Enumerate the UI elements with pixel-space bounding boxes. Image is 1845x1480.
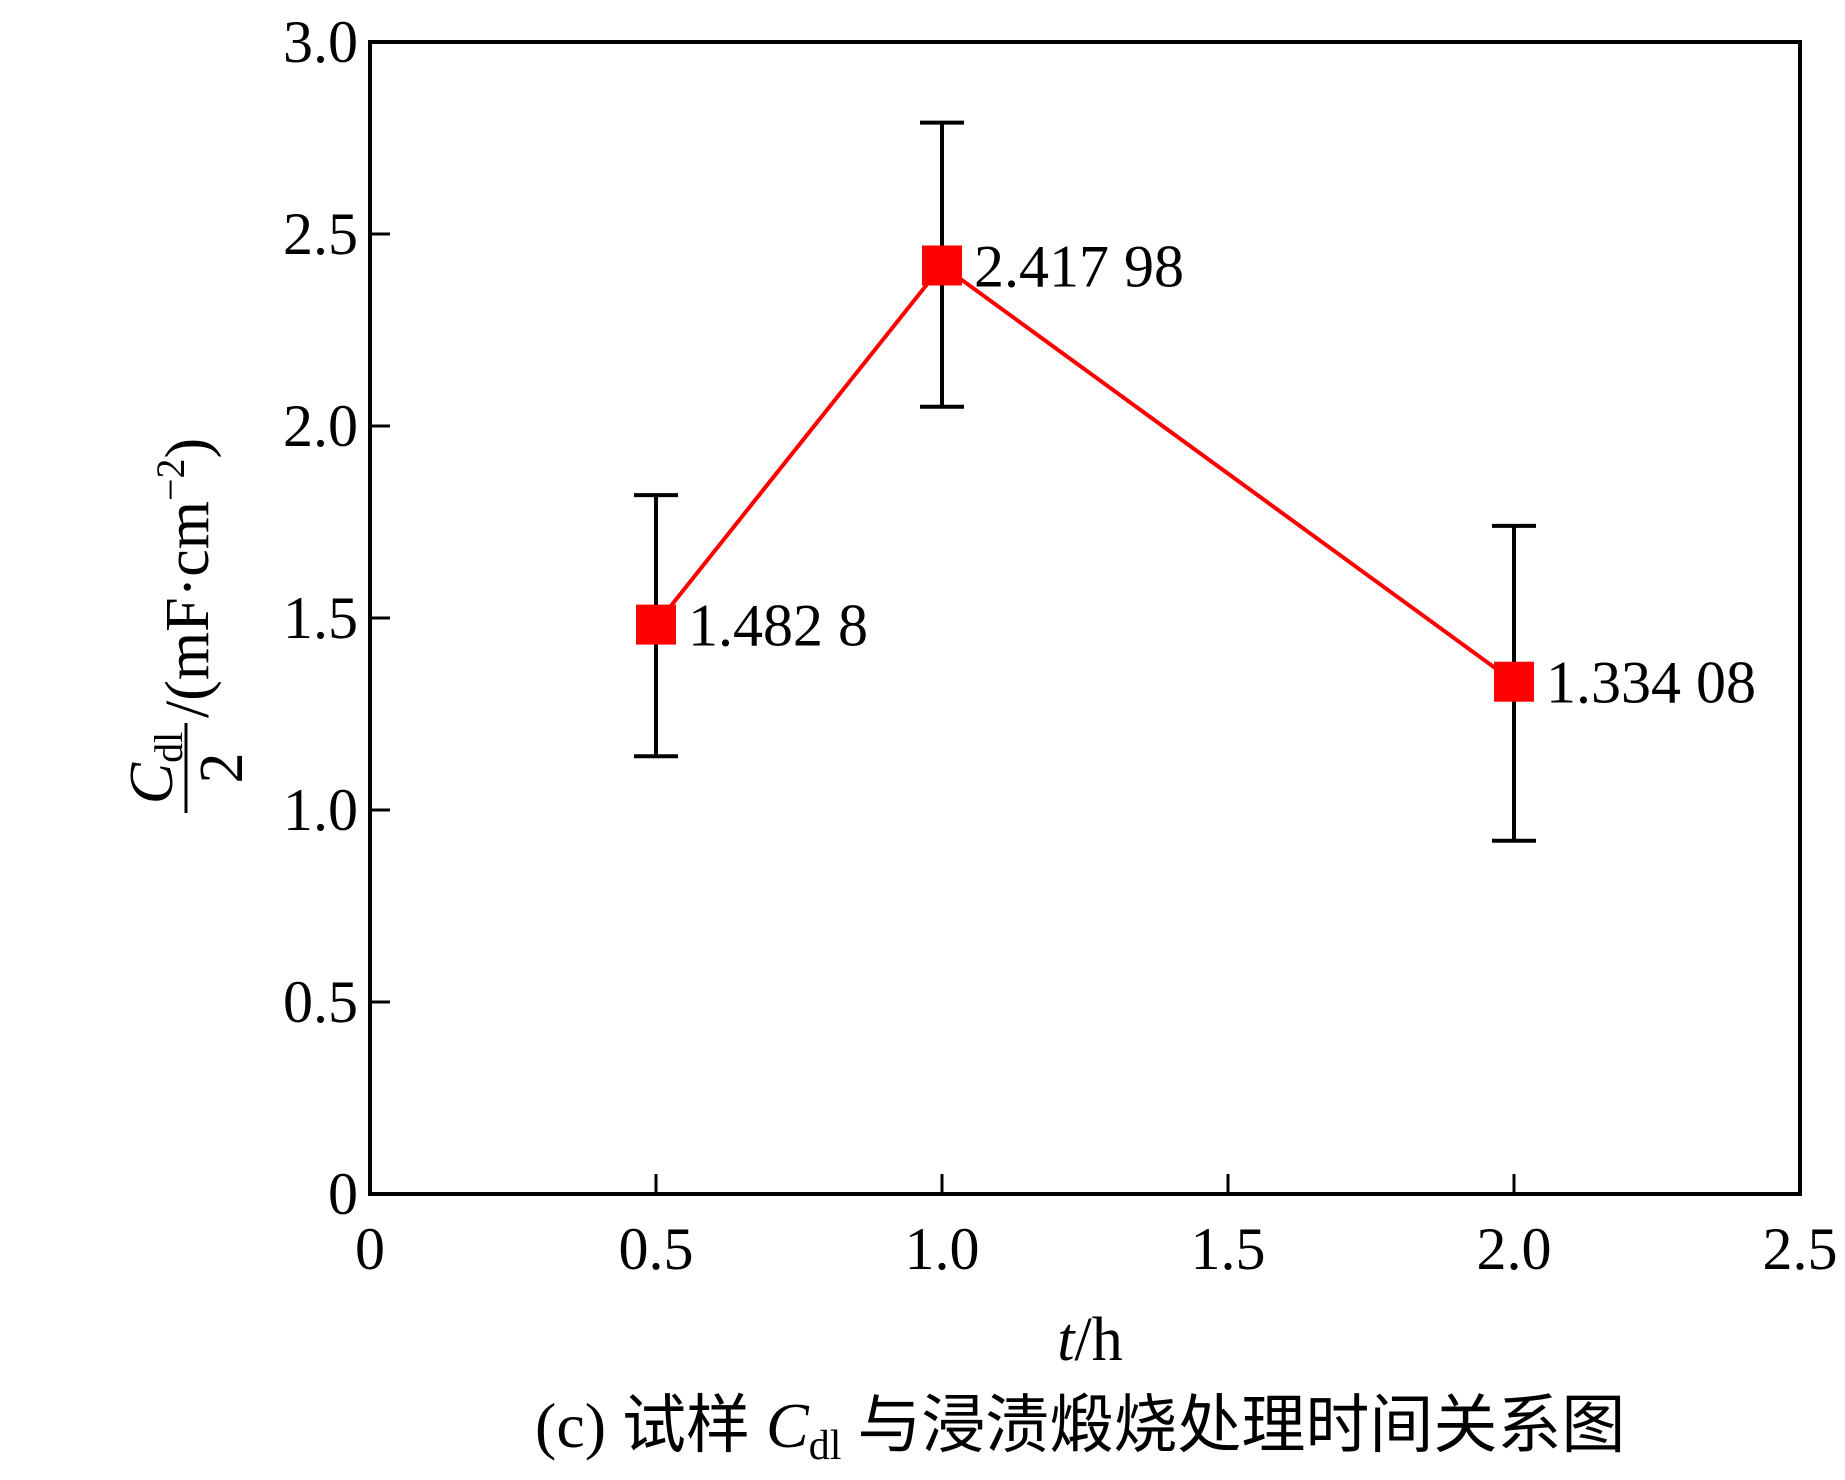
y-axis-numerator-main: C	[118, 762, 186, 804]
y-axis-unit-prefix: /(mF·cm	[154, 501, 222, 718]
x-tick-label: 1.0	[905, 1216, 980, 1282]
data-label: 1.482 8	[688, 593, 868, 659]
x-tick-label: 2.5	[1763, 1216, 1838, 1282]
data-point-marker	[1494, 661, 1534, 702]
x-tick-label: 1.5	[1191, 1216, 1266, 1282]
y-tick-label: 1.5	[283, 585, 358, 651]
series-layer: 1.482 8 2.417 98 1.334 08	[634, 120, 1756, 843]
x-tick-label: 0.5	[619, 1216, 694, 1282]
y-tick-label: 2.0	[283, 393, 358, 459]
y-axis-ticks: 0 0.5 1.0 1.5 2.0 2.5 3.0	[283, 9, 390, 1227]
plot-frame	[368, 40, 1802, 1196]
y-tick-label: 1.0	[283, 777, 358, 843]
y-axis-title: Cdl 2 /(mF·cm−2)	[118, 438, 256, 813]
data-label: 2.417 98	[974, 233, 1184, 299]
y-axis-unit: /(mF·cm−2)	[148, 438, 222, 718]
y-tick-label: 2.5	[283, 201, 358, 267]
y-axis-denominator: 2	[188, 753, 256, 784]
y-tick-label: 3.0	[283, 9, 358, 75]
x-axis-var: t	[1057, 1306, 1076, 1374]
y-axis-unit-suffix: )	[154, 438, 222, 459]
y-axis-unit-sup: −2	[148, 458, 193, 501]
caption-prefix: (c) 试样	[535, 1390, 766, 1461]
data-label: 1.334 08	[1546, 650, 1756, 716]
x-axis-unit: /h	[1075, 1306, 1123, 1374]
x-tick-label: 2.0	[1477, 1216, 1552, 1282]
y-tick-label: 0.5	[283, 969, 358, 1035]
y-axis-numerator-sub: dl	[146, 732, 191, 763]
figure-caption: (c) 试样 Cdl 与浸渍煅烧处理时间关系图	[535, 1390, 1625, 1469]
x-axis-title: t/h	[1057, 1306, 1122, 1374]
caption-suffix: 与浸渍煅烧处理时间关系图	[841, 1390, 1625, 1461]
x-tick-label: 0	[355, 1216, 385, 1282]
caption-var: C	[766, 1390, 810, 1461]
y-axis-numerator: Cdl	[118, 732, 191, 804]
x-axis-ticks: 0 0.5 1.0 1.5 2.0 2.5	[355, 1174, 1838, 1282]
data-point-marker	[636, 604, 676, 645]
caption-sub: dl	[809, 1423, 842, 1469]
y-tick-label: 0	[328, 1161, 358, 1227]
data-point-marker	[922, 245, 962, 286]
